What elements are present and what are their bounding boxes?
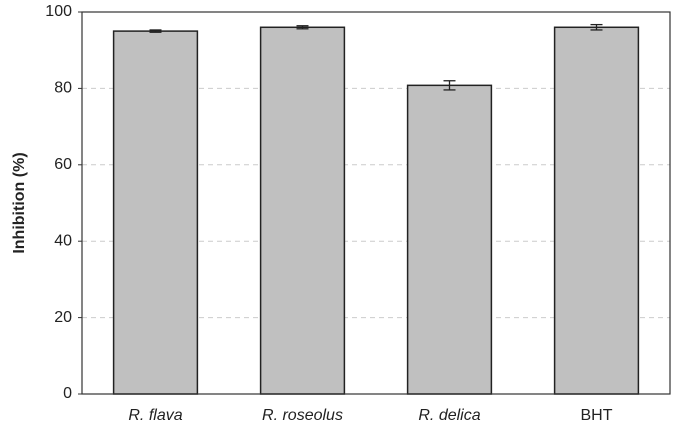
- y-tick-label: 0: [63, 385, 72, 402]
- y-tick-label: 100: [45, 3, 72, 20]
- x-tick-label: R. flava: [128, 407, 182, 424]
- y-tick-label: 60: [54, 156, 72, 173]
- y-tick-label: 20: [54, 309, 72, 326]
- error-bar: [149, 29, 162, 33]
- y-tick-label: 40: [54, 232, 72, 249]
- plot-frame: [81, 11, 671, 395]
- y-tick-label: 80: [54, 80, 72, 97]
- bar: [406, 84, 493, 395]
- bar: [259, 26, 346, 395]
- x-tick-label: R. delica: [418, 407, 480, 424]
- error-bar: [296, 25, 309, 30]
- error-bar: [590, 23, 603, 31]
- y-axis-label: Inhibition (%): [11, 152, 28, 253]
- error-bar: [443, 80, 456, 91]
- x-tick-label: R. roseolus: [262, 407, 343, 424]
- bar: [112, 30, 199, 395]
- bar: [553, 26, 640, 395]
- x-tick-label: BHT: [581, 407, 613, 424]
